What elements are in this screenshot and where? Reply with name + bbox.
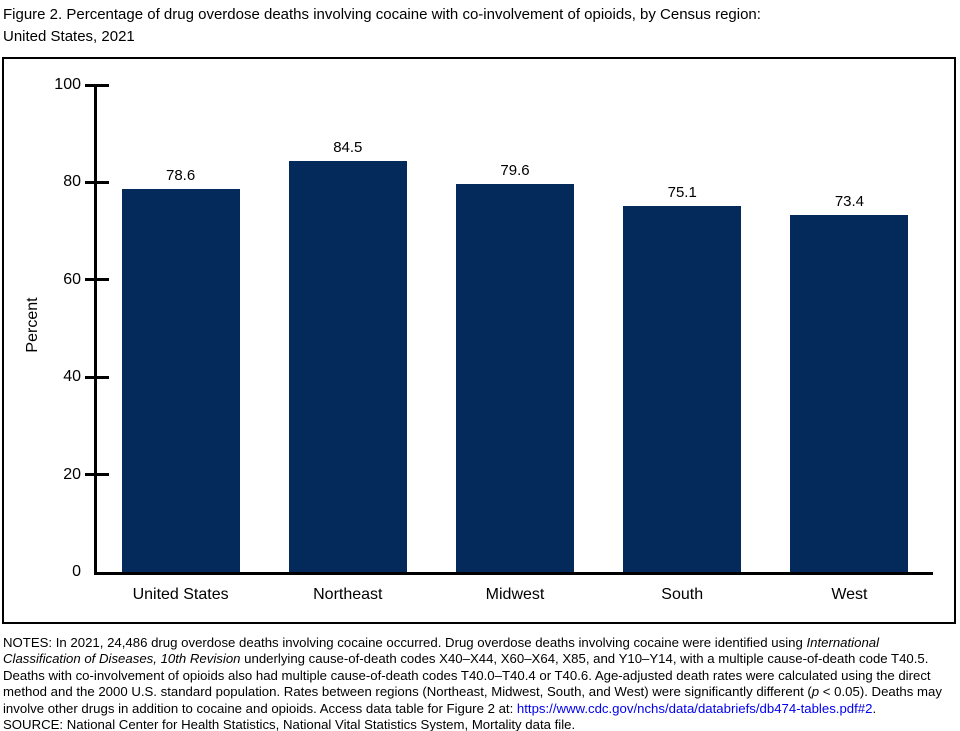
y-tick-label: 0 (72, 563, 81, 580)
y-tick-label: 100 (54, 76, 81, 93)
x-axis-labels: United States Northeast Midwest South West (97, 586, 933, 604)
bar-west (790, 214, 909, 572)
category-label-midwest: Midwest (485, 586, 545, 603)
y-tick-label: 80 (63, 173, 81, 191)
bar-value-label: 78.6 (166, 167, 196, 185)
notes-segment: . (872, 700, 877, 716)
bar-slot: 73.4 (766, 85, 933, 572)
category-label-west: West (831, 586, 868, 603)
bar-slot: 75.1 (599, 85, 766, 572)
bar-united-states (121, 189, 240, 572)
figure-title-line2: United States, 2021 (3, 28, 135, 45)
category-label-northeast: Northeast (313, 586, 383, 603)
bar-value-label: 84.5 (333, 138, 363, 156)
category-label-united-states: United States (132, 586, 229, 603)
bar-slot: 79.6 (431, 85, 598, 572)
bar-northeast (288, 160, 407, 572)
figure-title-line1: Figure 2. Percentage of drug overdose de… (3, 6, 761, 23)
bar-value-label: 75.1 (667, 184, 697, 202)
y-tick-mark (85, 375, 109, 379)
notes-text: NOTES: In 2021, 24,486 drug overdose dea… (3, 635, 956, 731)
notes-segment: underlying cause-of-death codes X40–X44,… (3, 651, 931, 700)
y-tick-mark (85, 278, 109, 282)
notes-italic-icd: International Classification of Diseases… (3, 635, 880, 667)
y-tick-label: 60 (63, 270, 81, 288)
y-tick-mark (85, 180, 109, 184)
y-tick-label: 40 (63, 368, 81, 386)
y-tick-label: 20 (63, 465, 81, 483)
data-table-link[interactable]: https://www.cdc.gov/nchs/data/databriefs… (516, 700, 873, 716)
plot-area: 0 20 40 60 80 100 78.6 84.5 79.6 75.1 73.4 (54, 76, 933, 580)
chart-frame: Percent 0 20 40 60 80 100 78.6 84.5 79.6 75.1 73.4… (2, 57, 956, 624)
y-tick-mark (85, 473, 109, 477)
notes-italic-p: p (811, 684, 820, 700)
bar-slot: 84.5 (264, 85, 431, 572)
category-label-south: South (661, 586, 704, 603)
y-axis-title: Percent (24, 297, 41, 353)
bar-midwest (456, 184, 574, 572)
notes-segment: NOTES: In 2021, 24,486 drug overdose dea… (3, 635, 807, 650)
bar-slot: 78.6 (97, 85, 264, 572)
source-text: SOURCE: National Center for Health Stati… (3, 717, 576, 731)
bar-value-label: 79.6 (500, 162, 530, 180)
y-tick-mark (85, 83, 109, 87)
bar-south (623, 206, 742, 572)
figure-title: Figure 2. Percentage of drug overdose de… (3, 4, 761, 48)
bar-value-label: 73.4 (834, 192, 865, 210)
notes-segment: < 0.05). Deaths may involve other drugs … (3, 684, 942, 716)
